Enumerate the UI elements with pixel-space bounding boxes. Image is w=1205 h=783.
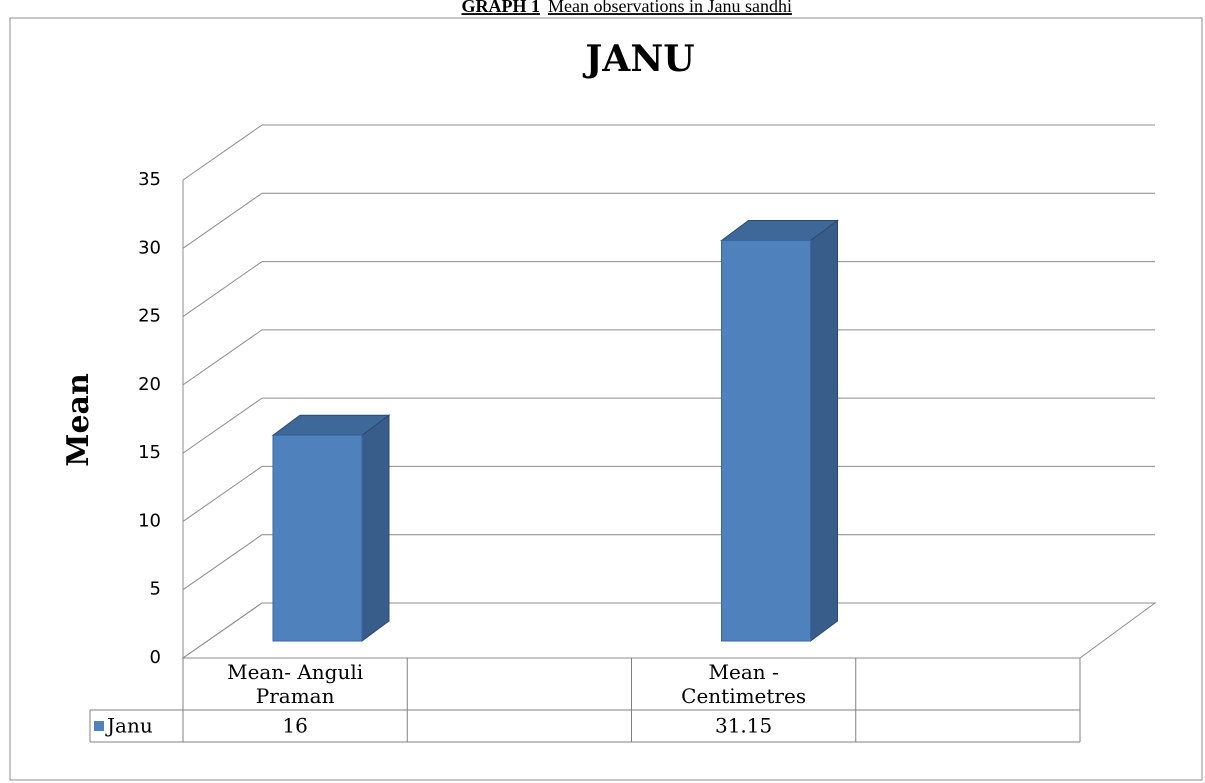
y-tick-label: 0 — [150, 647, 161, 668]
grid-line — [182, 397, 263, 454]
y-axis-label: Mean — [61, 373, 96, 467]
y-tick-label: 35 — [138, 169, 161, 190]
grid-line — [182, 534, 263, 591]
grid-line — [182, 602, 263, 659]
grid-line — [182, 466, 263, 522]
grid-line — [182, 124, 263, 181]
y-tick-label: 5 — [150, 579, 161, 600]
chart-title: JANU — [582, 38, 694, 80]
y-tick-label: 15 — [138, 442, 161, 463]
caption-text: Mean observations in Janu sandhi — [548, 0, 792, 16]
grid-line — [182, 329, 263, 386]
bar — [272, 434, 363, 642]
y-tick-label: 10 — [138, 510, 161, 531]
legend-label: Janu — [105, 714, 153, 738]
y-tick-label: 25 — [138, 306, 161, 327]
grid-line — [182, 261, 263, 317]
y-tick-label: 30 — [138, 237, 161, 258]
grid-line — [182, 192, 263, 249]
x-tick-label: Mean- Anguli Praman — [227, 660, 364, 708]
x-tick-label-box: Mean - Centimetres — [681, 660, 807, 708]
table-value: 31.15 — [715, 714, 772, 738]
caption-label: GRAPH 1 — [462, 0, 541, 16]
bar-side — [361, 414, 390, 642]
table-value: 16 — [282, 714, 307, 738]
bar — [721, 240, 811, 642]
x-tick-label-box: Mean- Anguli Praman — [227, 660, 364, 708]
legend-swatch — [94, 721, 104, 731]
bar-side — [810, 219, 838, 642]
chart-border — [9, 17, 1203, 781]
y-tick-label: 20 — [138, 374, 161, 395]
x-tick-label: Mean - Centimetres — [681, 660, 807, 708]
